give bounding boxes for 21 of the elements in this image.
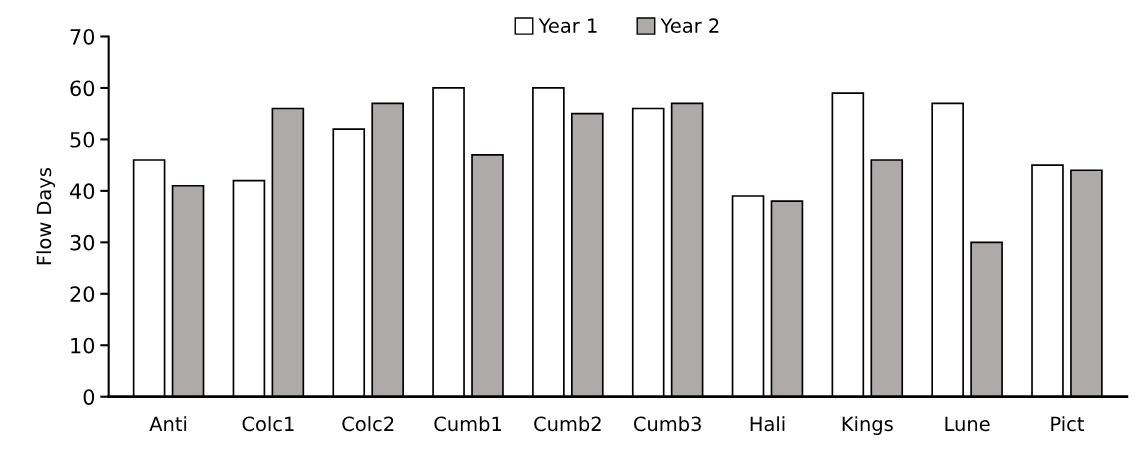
- legend-label: Year 2: [660, 18, 719, 34]
- y-tick-label: 20: [70, 286, 95, 303]
- y-tick-label: 70: [70, 28, 95, 45]
- x-tick-label: Anti: [149, 416, 187, 431]
- y-axis-title: Flow Days: [36, 168, 56, 265]
- y-tick-label: 40: [69, 183, 95, 200]
- x-tick-label: Pict: [1051, 416, 1084, 432]
- x-tick-label: Cumb3: [633, 416, 701, 432]
- x-tick-label: Lune: [945, 416, 990, 432]
- x-tick-label: Kings: [842, 416, 893, 435]
- y-tick-label: 50: [70, 131, 95, 148]
- y-tick-label: 60: [70, 80, 95, 97]
- x-tick-label: Cumb2: [534, 416, 601, 432]
- x-tick-label: Colc2: [342, 416, 394, 432]
- y-tick-label: 10: [71, 337, 95, 354]
- x-tick-label: Hali: [750, 416, 785, 432]
- legend-label: Year 1: [538, 18, 597, 34]
- x-tick-label: Colc1: [242, 416, 294, 432]
- y-tick-label: 30: [70, 234, 95, 251]
- x-tick-label: Cumb1: [434, 416, 502, 432]
- y-tick-label: 0: [83, 389, 95, 405]
